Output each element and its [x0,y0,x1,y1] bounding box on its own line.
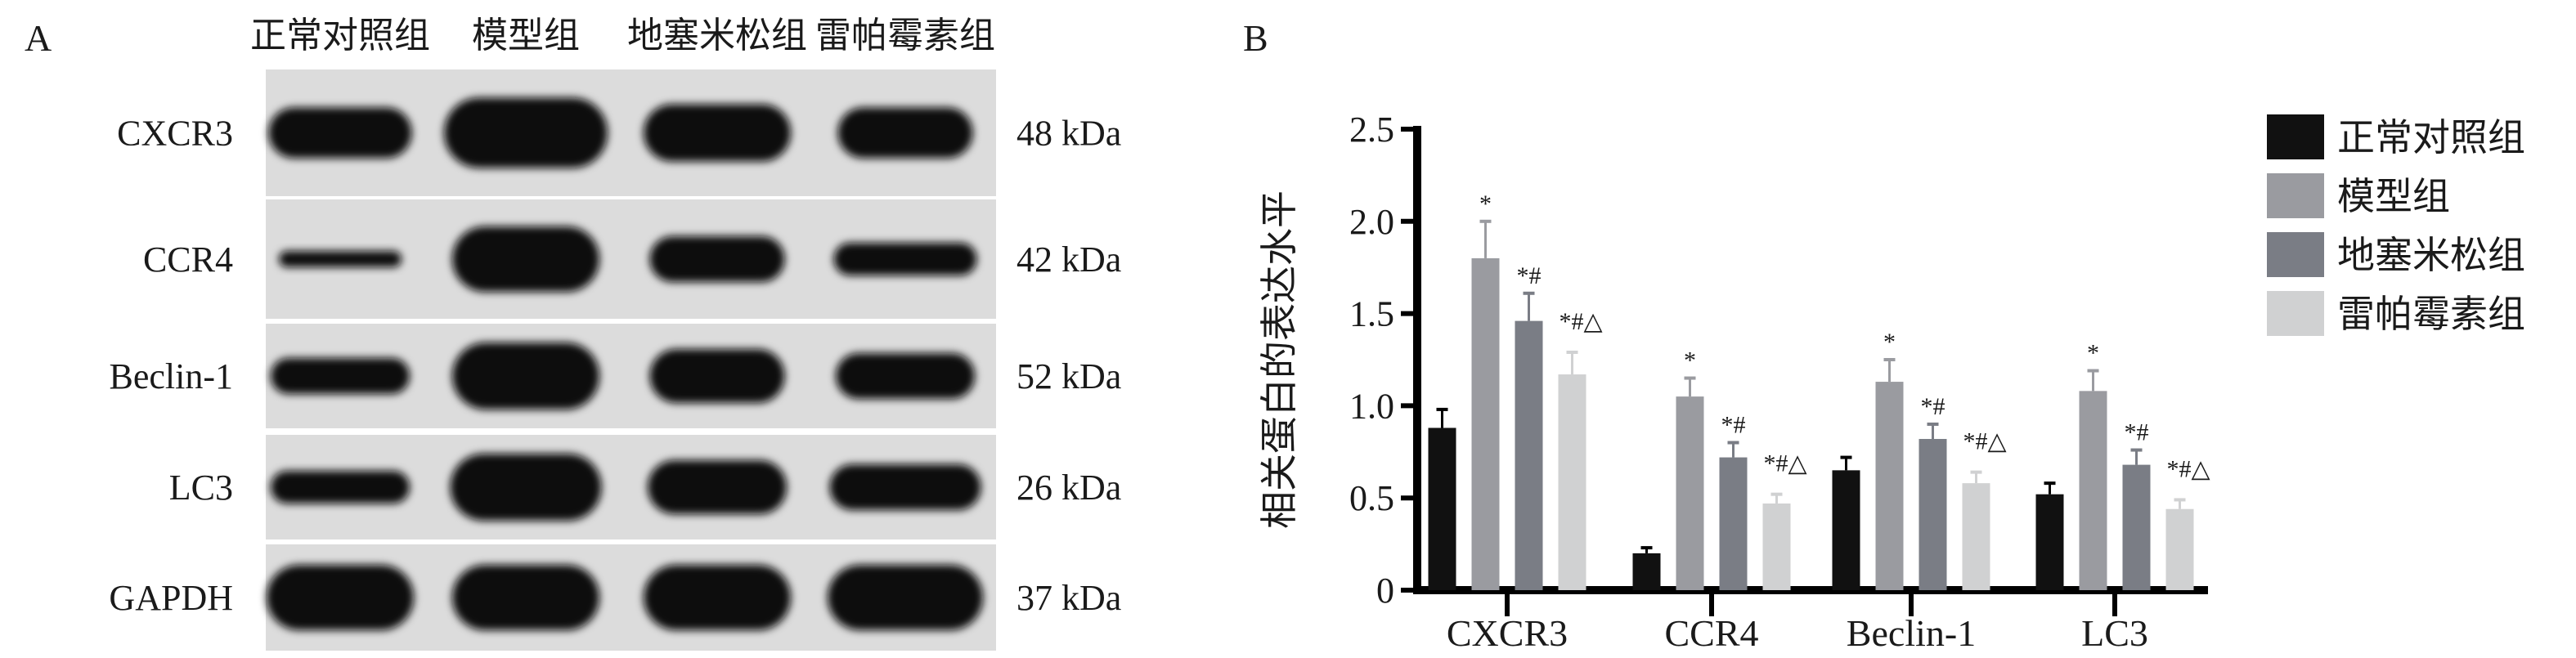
molecular-weight-label: 52 kDa [1016,356,1121,396]
x-tick-label: CCR4 [1664,612,1758,654]
protein-label: GAPDH [109,578,233,618]
molecular-weight-label: 37 kDa [1016,578,1121,618]
protein-band [644,104,791,162]
panel-b-label: B [1243,17,1268,59]
bar [1515,320,1543,590]
bar [2079,391,2107,590]
bar [1919,439,1947,590]
lane-label: 模型组 [472,16,580,56]
bar [1632,553,1661,590]
protein-band [444,97,608,168]
legend-swatch [2267,173,2324,218]
legend-swatch [2267,114,2324,159]
x-tick-label: CXCR3 [1447,612,1568,654]
significance-mark: * [1684,347,1696,374]
bar [1676,396,1704,590]
protein-band [837,107,973,159]
protein-label: LC3 [169,468,233,508]
y-tick-label: 1.5 [1349,294,1394,334]
bar [2035,494,2064,590]
protein-label: Beclin-1 [109,356,233,396]
significance-mark: * [1479,190,1492,217]
protein-band [271,358,410,394]
panel-a-label: A [25,17,52,59]
lane-label: 正常对照组 [250,16,430,56]
bar [1875,382,1904,590]
bar [2165,508,2194,590]
protein-band [452,226,599,292]
molecular-weight-label: 42 kDa [1016,239,1121,280]
significance-mark: *#△ [1560,308,1603,335]
legend-swatch [2267,232,2324,277]
significance-mark: *# [1721,412,1746,439]
protein-band [268,107,412,159]
protein-band [649,349,785,403]
molecular-weight-label: 26 kDa [1016,468,1121,508]
protein-band [648,460,787,514]
bar [1428,427,1456,590]
y-tick-label: 0.5 [1349,478,1394,518]
significance-mark: *# [1517,262,1542,289]
protein-band [836,353,975,399]
western-blot-panel: A 正常对照组 模型组 地塞米松组 雷帕霉素组 CXCR3 48 kDa CCR4 42 kD… [25,16,1121,651]
bar [1471,257,1500,590]
x-tick-label: Beclin-1 [1847,612,1976,654]
protein-band [828,565,983,630]
x-tick-label: LC3 [2081,612,2148,654]
protein-band [452,565,599,630]
lane-label: 雷帕霉素组 [815,16,995,56]
bar [1962,483,1990,590]
legend-label: 地塞米松组 [2337,235,2525,276]
y-tick-label: 2.0 [1349,202,1394,242]
significance-mark: *#△ [2167,455,2210,482]
y-tick-label: 1.0 [1349,386,1394,426]
significance-mark: *# [1921,393,1945,420]
significance-mark: * [2087,340,2099,367]
protein-band [450,454,602,521]
bar [1719,457,1748,590]
protein-band [267,565,414,630]
lane-label: 地塞米松组 [627,16,807,56]
bar-chart-panel: B 0 0.5 1.0 1.5 2.0 2.5 相关蛋白的表达水平 CXCR3 * *# *#△ CC… [1243,17,2525,654]
legend-label: 模型组 [2337,176,2450,217]
bar [2122,464,2151,590]
significance-mark: *# [2125,419,2149,446]
y-axis-label: 相关蛋白的表达水平 [1259,190,1300,529]
significance-mark: * [1883,329,1896,356]
bar [1832,470,1860,590]
protein-band [452,342,599,410]
protein-label: CXCR3 [117,114,233,154]
significance-mark: *#△ [1764,450,1807,477]
legend-label: 雷帕霉素组 [2337,293,2525,335]
bar [1558,374,1586,590]
bar [1762,503,1791,590]
legend-swatch [2267,291,2324,336]
significance-mark: *#△ [1963,428,2007,455]
y-tick-label: 2.5 [1349,110,1394,150]
protein-band [279,251,402,267]
protein-band [829,464,981,510]
molecular-weight-label: 48 kDa [1016,114,1121,154]
protein-band [271,471,410,504]
protein-label: CCR4 [143,239,233,280]
legend-label: 正常对照组 [2337,117,2525,159]
y-tick-label: 0 [1376,571,1394,611]
protein-band [644,565,791,630]
protein-band [649,236,785,282]
protein-band [833,243,977,275]
